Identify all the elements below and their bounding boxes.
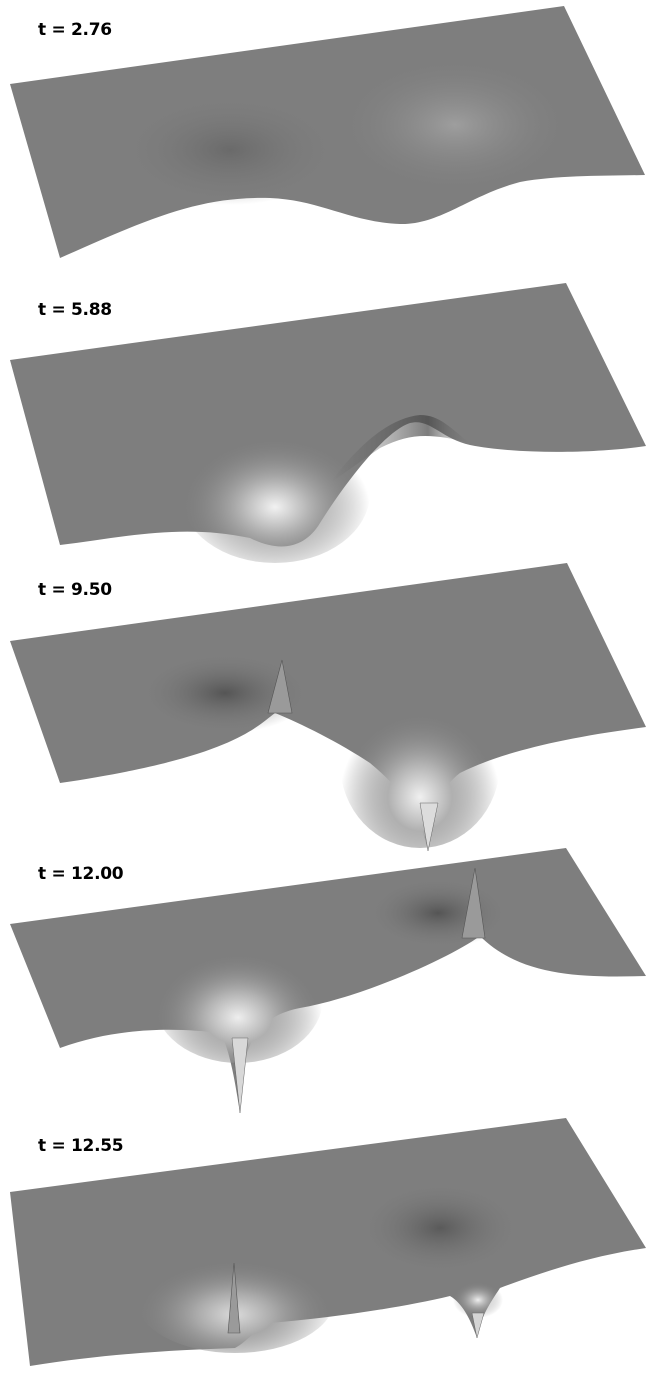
- panel-1: t = 2.76: [0, 0, 648, 270]
- dimple-shading: [453, 1282, 503, 1318]
- spike-tip: [231, 1037, 249, 1114]
- trough-shading: [120, 95, 340, 205]
- surface-sheet: [10, 848, 646, 1113]
- spike-tip: [471, 1312, 485, 1339]
- time-label: t = 12.55: [38, 1136, 124, 1156]
- surface-plot: [10, 563, 646, 852]
- trough-shading: [140, 653, 310, 733]
- surface-sheet: [10, 283, 646, 547]
- trough-shading: [360, 1183, 520, 1273]
- spike-tip: [419, 802, 439, 852]
- time-label: t = 5.88: [38, 300, 112, 320]
- trough-shading: [368, 878, 508, 948]
- crest-shading: [153, 933, 323, 1063]
- time-label: t = 2.76: [38, 20, 112, 40]
- fold-shading: [330, 415, 470, 483]
- surface-plot: [10, 283, 646, 563]
- surface-sheet: [10, 1118, 646, 1366]
- time-label: t = 12.00: [38, 864, 124, 884]
- crest-shading: [340, 678, 500, 848]
- spike-peak: [461, 867, 486, 939]
- surface-plot: [10, 6, 645, 258]
- crest-shading: [180, 423, 370, 563]
- time-label: t = 9.50: [38, 580, 112, 600]
- panel-2: t = 5.88: [0, 283, 648, 563]
- surface-plot: [10, 848, 646, 1114]
- panel-5: t = 12.55: [0, 1118, 648, 1376]
- spike-peak: [267, 659, 293, 714]
- crest-shading: [335, 55, 575, 195]
- spike-peak: [227, 1262, 241, 1334]
- surface-plot: [10, 1118, 646, 1366]
- surface-sheet: [10, 563, 646, 851]
- panel-3: t = 9.50: [0, 563, 648, 852]
- panel-4: t = 12.00: [0, 848, 648, 1118]
